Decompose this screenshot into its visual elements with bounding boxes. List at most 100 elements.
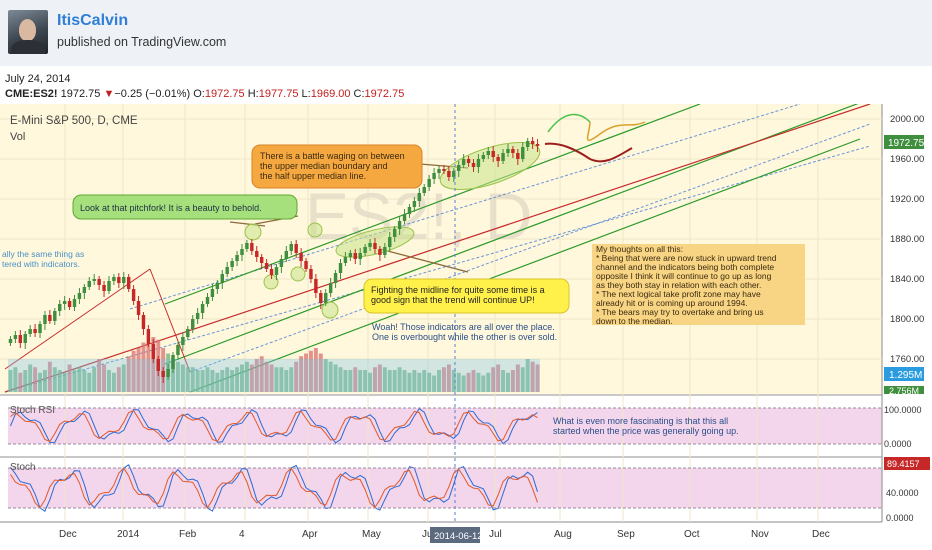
author-name[interactable]: ItisCalvin: [57, 12, 129, 29]
chart-svg[interactable]: ES2!, D: [0, 98, 932, 550]
cursor-date-text: 2014-06-12: [434, 531, 483, 542]
volume-bar: [476, 372, 481, 392]
candle-body: [343, 257, 348, 263]
time-tick-label: Nov: [751, 529, 769, 540]
candle-body: [274, 267, 279, 275]
volume-bar: [116, 367, 121, 392]
time-tick-label: Ju: [422, 529, 433, 540]
candle-body: [535, 144, 540, 146]
callout-pitchfork[interactable]: Look at that pitchfork! It is a beauty t…: [72, 194, 298, 220]
volume-bar: [67, 364, 72, 392]
time-tick-label: Jul: [489, 529, 502, 540]
candle-body: [131, 289, 136, 301]
pane-divider: [0, 456, 882, 458]
stoch-rsi-tick-bottom: 0.0000: [884, 439, 912, 449]
stoch-d-line: [10, 467, 538, 509]
candle-body: [299, 253, 303, 261]
volume-bar: [343, 370, 348, 392]
callout-battle[interactable]: There is a battle waging on between the u…: [251, 144, 423, 189]
candle-body: [161, 371, 165, 377]
candle-body: [176, 345, 180, 355]
time-tick-label: May: [362, 529, 381, 540]
low-label: L:: [301, 88, 311, 100]
volume-bar: [348, 370, 353, 392]
candle-body: [43, 315, 47, 324]
volume-bar: [461, 375, 466, 392]
candle-body: [57, 304, 62, 311]
candle-body: [412, 201, 417, 207]
callout-midline[interactable]: Fighting the midline for quite some time…: [363, 278, 570, 314]
highlight-zone: [321, 301, 339, 319]
stoch-label: Stoch: [10, 462, 36, 473]
candle-body: [309, 269, 313, 279]
volume-bar: [111, 372, 116, 392]
low-value: 1969.00: [310, 88, 351, 100]
pitchfork-handle: [4, 268, 151, 370]
price-tick-label: 1760.00: [890, 354, 924, 365]
candle-body: [461, 159, 466, 165]
volume-bar: [151, 337, 156, 392]
high-value: 1977.75: [258, 88, 299, 100]
price-tick-label: 1880.00: [890, 234, 924, 245]
volume-bar: [87, 372, 92, 392]
candle-body: [323, 293, 328, 303]
candle-body: [353, 253, 358, 259]
volume-bar: [432, 375, 437, 392]
candle-body: [422, 187, 426, 193]
volume-bar: [358, 370, 363, 392]
avatar[interactable]: [8, 10, 48, 54]
candle-body: [28, 329, 32, 334]
candle-body: [240, 249, 244, 255]
volume-secondary-badge: [884, 386, 924, 394]
candle-body: [136, 301, 141, 315]
candle-body: [53, 311, 57, 321]
author-header: ItisCalvin published on TradingView.com: [0, 0, 932, 66]
candle-body: [481, 155, 486, 159]
volume-bar: [323, 359, 328, 392]
volume-bar: [402, 370, 407, 392]
projection-curve-green: [547, 113, 591, 133]
candle-body: [72, 299, 77, 307]
time-tick-label: Sep: [617, 529, 635, 540]
time-tick-label: Apr: [302, 529, 318, 540]
volume-bar: [126, 356, 131, 392]
candle-body: [245, 243, 249, 249]
volume-bar: [368, 372, 373, 392]
candle-body: [521, 147, 525, 159]
volume-bar: [456, 372, 461, 392]
volume-bar: [62, 372, 67, 392]
candle-body: [117, 277, 121, 283]
candle-body: [491, 151, 495, 157]
candle-body: [156, 359, 160, 371]
candle-body: [442, 169, 446, 171]
candle-body: [230, 261, 234, 267]
volume-bar: [486, 372, 491, 392]
chart-area[interactable]: ES2!, D: [0, 98, 932, 550]
volume-bar: [254, 359, 259, 392]
published-label: published on TradingView.com: [57, 35, 227, 49]
price-axis[interactable]: [882, 104, 932, 522]
callout-thoughts[interactable]: My thoughts on all this: * Being that wer…: [592, 244, 805, 326]
volume-bar: [57, 370, 62, 392]
candle-body: [190, 319, 195, 329]
symbol: CME:ES2!: [5, 88, 58, 100]
callout-connector: [229, 221, 266, 227]
volume-bar: [264, 361, 269, 392]
high-label: H:: [247, 88, 259, 100]
volume-bar: [451, 370, 456, 392]
candle-body: [348, 253, 353, 257]
last-price-badge-text: 1972.75: [888, 138, 925, 149]
volume-bar: [363, 370, 368, 392]
candle-body: [18, 335, 23, 343]
highlight-zone: [263, 274, 279, 290]
open-value: 1972.75: [204, 88, 245, 100]
candle-body: [392, 229, 397, 237]
candle-body: [358, 253, 362, 259]
candle-body: [259, 257, 264, 263]
candle-body: [8, 339, 13, 343]
projection-curve-orange: [586, 121, 646, 141]
volume-bar: [121, 364, 126, 392]
volume-bar: [33, 367, 38, 392]
volume-bar: [515, 364, 520, 392]
candle-body: [314, 279, 318, 293]
